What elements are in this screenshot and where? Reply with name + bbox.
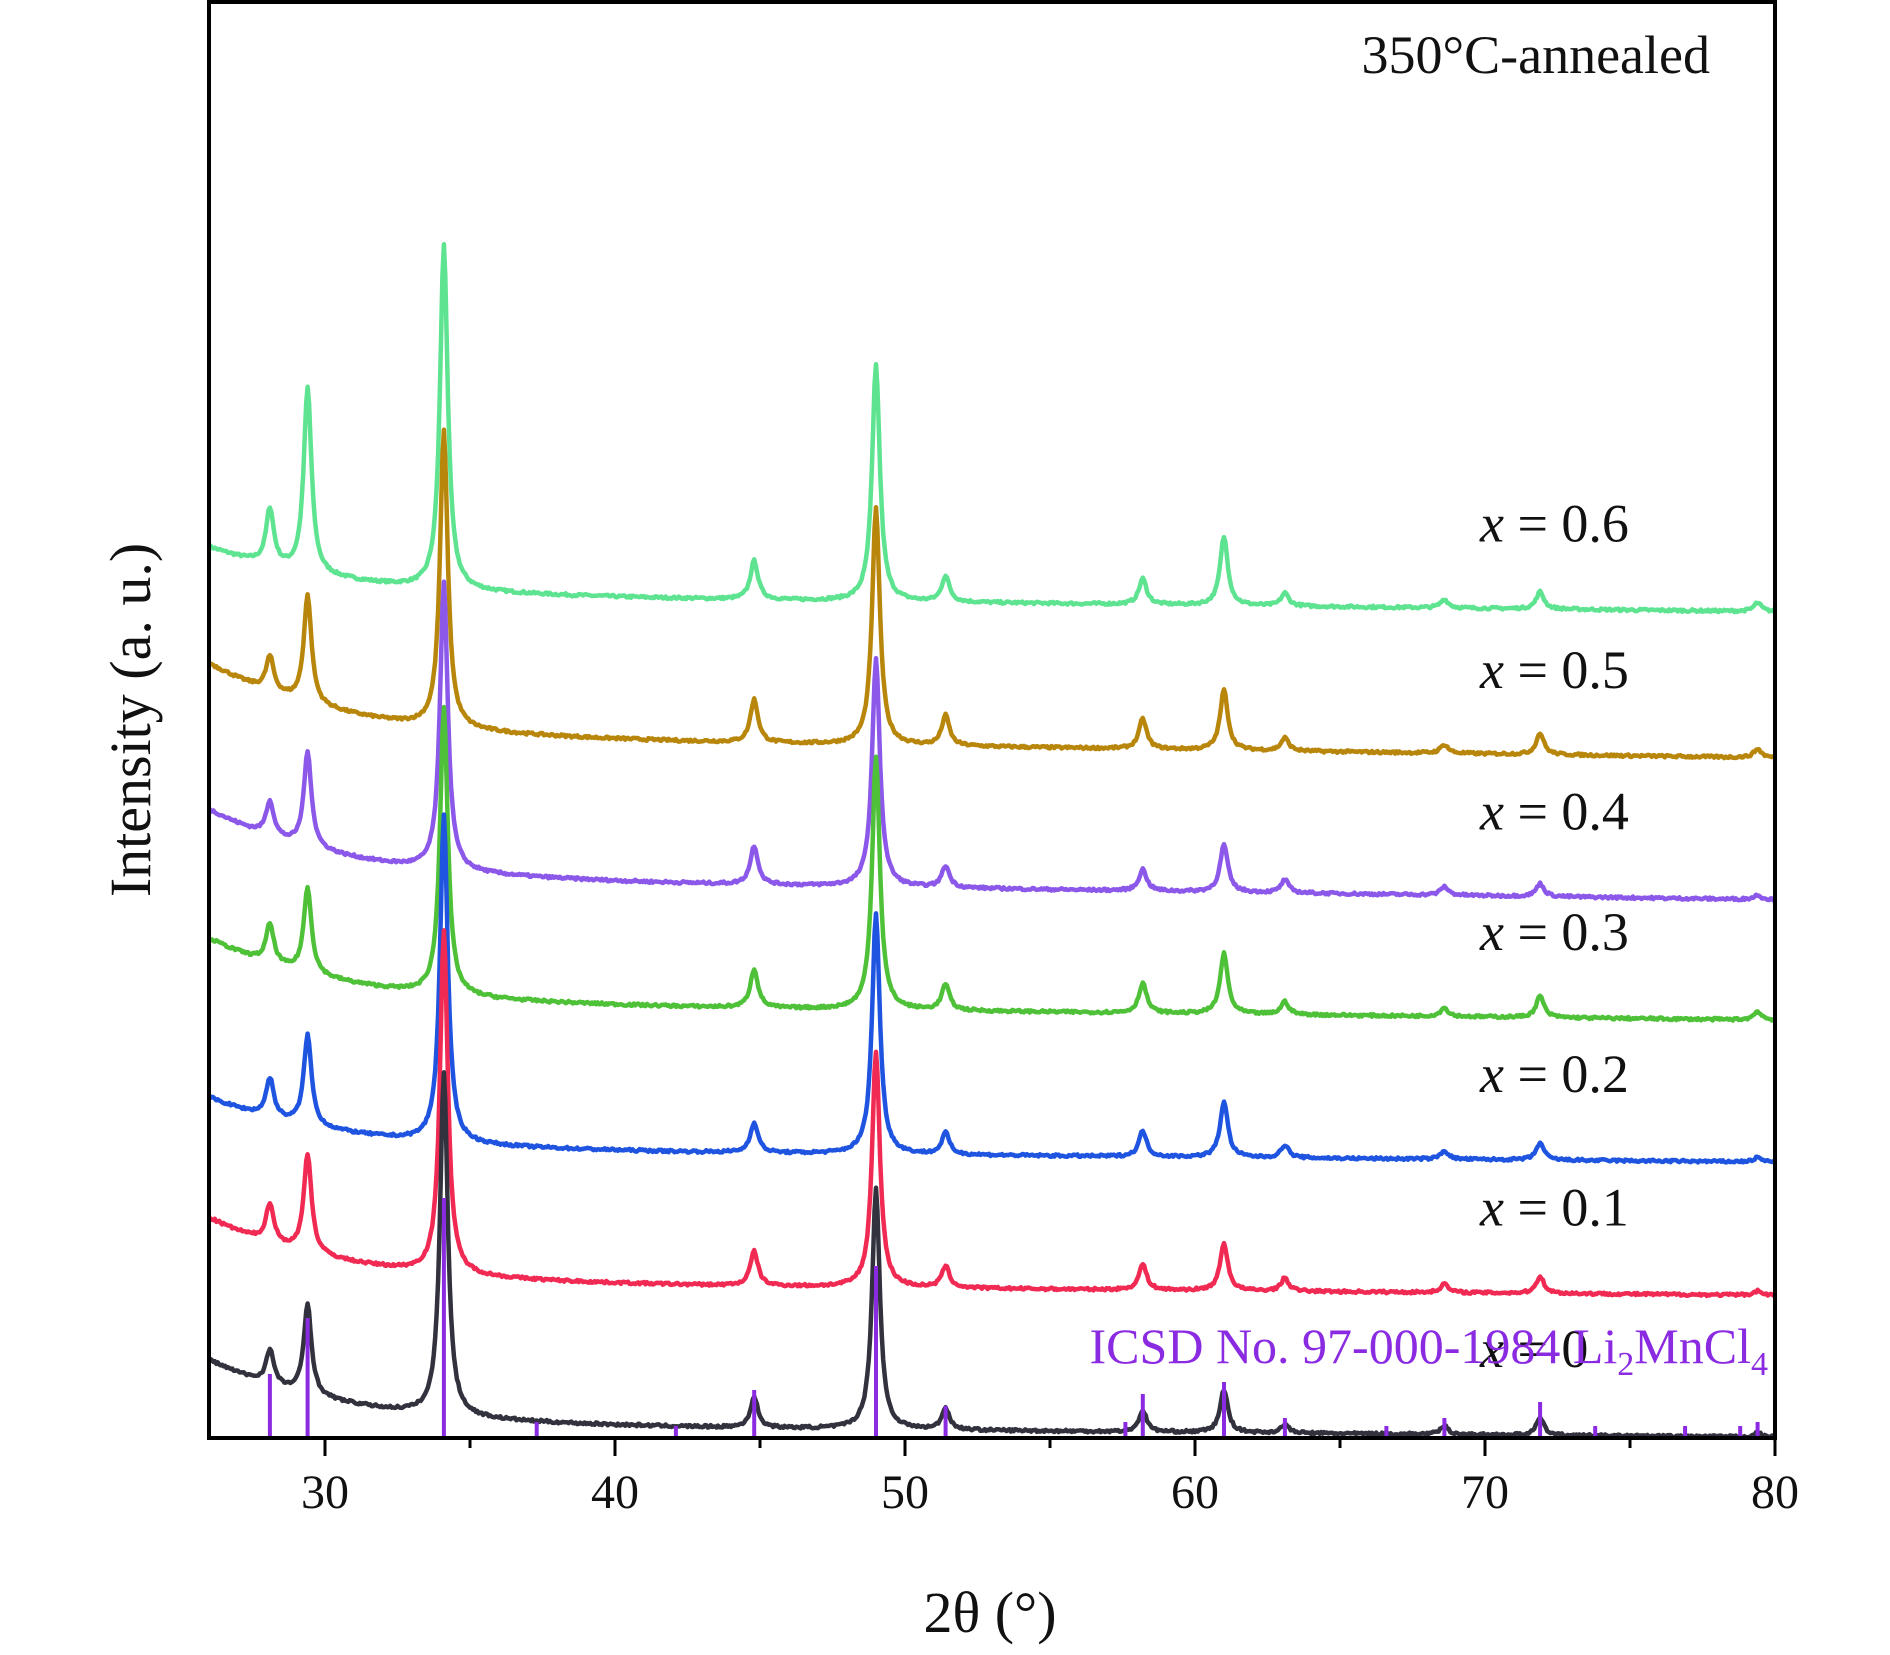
series-label-1: x = 0.5 <box>1479 640 1629 700</box>
reference-sticks <box>267 1198 1760 1438</box>
series-line-5 <box>207 928 1777 1299</box>
x-tick-label: 60 <box>1171 1466 1219 1519</box>
x-tick-label: 80 <box>1751 1466 1799 1519</box>
x-tick-label: 50 <box>881 1466 929 1519</box>
series-line-3 <box>208 704 1776 1023</box>
series-label-4: x = 0.2 <box>1479 1044 1629 1104</box>
series-label-3: x = 0.3 <box>1479 902 1629 962</box>
x-tick-label: 70 <box>1461 1466 1509 1519</box>
series-line-2 <box>207 579 1777 903</box>
y-axis-title: Intensity (a. u.) <box>98 543 163 897</box>
series-layer <box>207 242 1777 1441</box>
series-line-4 <box>207 812 1776 1165</box>
series-line-6 <box>207 1070 1777 1441</box>
series-labels: x = 0.6 x = 0.5 x = 0.4 x = 0.3 x = 0.2 x = 0… <box>1479 494 1629 1380</box>
series-label-5: x = 0.1 <box>1479 1177 1629 1237</box>
series-label-2: x = 0.4 <box>1479 782 1629 842</box>
x-tick-label: 30 <box>301 1466 349 1519</box>
series-line-1 <box>207 427 1777 761</box>
series-label-0: x = 0.6 <box>1479 494 1629 554</box>
x-axis-title: 2θ (°) <box>923 1580 1056 1645</box>
series-label-6: x = 0 <box>1479 1319 1588 1379</box>
annotation-label: 350°C-annealed <box>1362 25 1710 85</box>
plot-frame <box>207 0 1777 1440</box>
series-line-0 <box>207 242 1777 615</box>
reference-label: ICSD No. 97-000-1984 Li2MnCl4 <box>1090 1318 1768 1383</box>
x-tick-label: 40 <box>591 1466 639 1519</box>
x-axis-ticks: 30 40 50 60 70 80 <box>301 1438 1799 1519</box>
